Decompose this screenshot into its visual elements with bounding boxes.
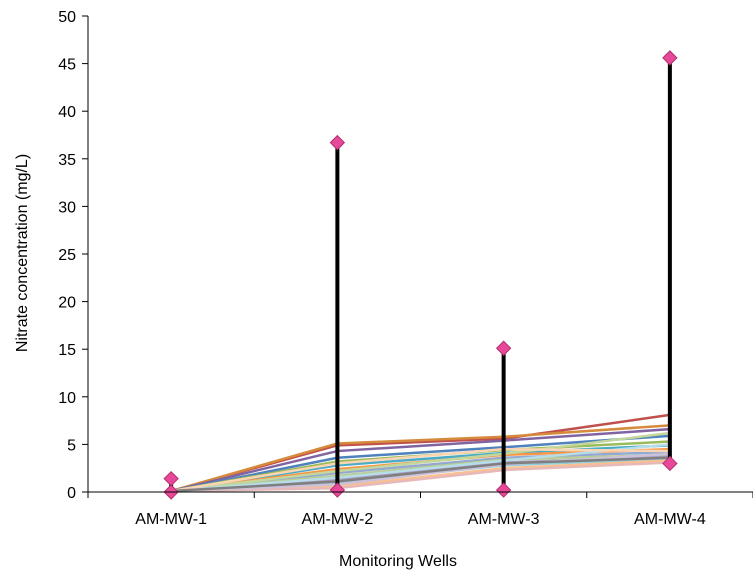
y-tick-label: 5 bbox=[67, 437, 76, 454]
x-tick-label: AM-MW-2 bbox=[302, 511, 374, 528]
y-tick-label: 10 bbox=[58, 390, 76, 407]
range-diamond-marker bbox=[662, 455, 678, 472]
y-tick-label: 30 bbox=[58, 199, 76, 216]
series-line bbox=[170, 431, 671, 493]
y-tick-label: 45 bbox=[58, 57, 76, 74]
series-line bbox=[170, 427, 670, 493]
y-tick-label: 40 bbox=[58, 104, 76, 121]
y-tick-label: 35 bbox=[58, 152, 76, 169]
y-tick-label: 0 bbox=[67, 485, 76, 502]
series-line bbox=[170, 447, 670, 493]
series-line bbox=[171, 452, 670, 493]
x-tick-label: AM-MW-3 bbox=[468, 511, 540, 528]
range-diamond-marker bbox=[329, 482, 346, 498]
y-tick-label: 20 bbox=[58, 295, 76, 312]
y-tick-label: 25 bbox=[58, 247, 76, 264]
y-tick-label: 15 bbox=[58, 342, 76, 359]
x-axis-title: Monitoring Wells bbox=[339, 553, 457, 570]
x-tick-label: AM-MW-1 bbox=[135, 511, 207, 528]
series-line bbox=[170, 434, 670, 493]
range-markers bbox=[163, 50, 678, 500]
range-diamond-marker bbox=[495, 340, 512, 356]
series-line bbox=[171, 456, 670, 493]
series-lines bbox=[170, 413, 671, 493]
range-diamond-marker bbox=[662, 50, 678, 66]
y-axis-title: Nitrate concentration (mg/L) bbox=[14, 154, 31, 352]
range-diamond-marker bbox=[163, 470, 179, 487]
series-line bbox=[171, 443, 670, 493]
x-tick-label: AM-MW-4 bbox=[634, 511, 706, 528]
series-line bbox=[171, 461, 670, 493]
y-tick-label: 50 bbox=[58, 9, 76, 26]
range-diamond-marker bbox=[329, 134, 346, 151]
series-line bbox=[170, 424, 670, 493]
range-diamond-marker bbox=[495, 482, 512, 498]
x-ticks: AM-MW-1 AM-MW-2 AM-MW-3 AM-MW-4 bbox=[87, 492, 753, 528]
y-ticks: 0 5 10 15 20 25 30 35 40 45 50 bbox=[58, 9, 88, 502]
axes bbox=[87, 16, 753, 493]
